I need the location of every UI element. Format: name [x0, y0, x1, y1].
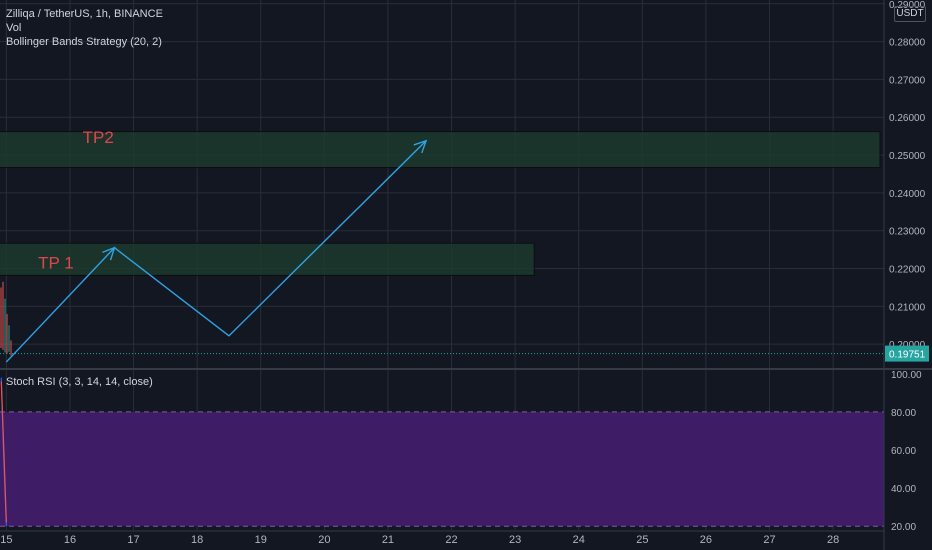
x-tick-label: 16 [64, 534, 76, 546]
x-tick-label: 26 [700, 534, 712, 546]
bollinger-indicator-label: Bollinger Bands Strategy (20, 2) [6, 36, 162, 48]
tp1-zone[interactable] [0, 242, 535, 276]
x-tick-label: 15 [0, 534, 12, 546]
y-tick-label: 0.26000 [889, 113, 926, 124]
projection-line[interactable] [5, 140, 427, 363]
x-tick-label: 20 [318, 534, 330, 546]
x-tick-label: 27 [763, 534, 775, 546]
rsi-y-tick-label: 40.00 [891, 484, 916, 495]
y-tick-label: 0.23000 [889, 227, 926, 238]
tp2-label: TP2 [83, 128, 114, 147]
tp1-label: TP 1 [38, 254, 74, 273]
x-tick-label: 17 [127, 534, 139, 546]
price-candles [0, 281, 884, 356]
x-tick-label: 28 [827, 534, 839, 546]
x-tick-label: 25 [636, 534, 648, 546]
projection-arrowhead [102, 246, 116, 261]
projection-path [5, 139, 428, 363]
rsi-y-tick-label: 100.00 [891, 370, 922, 381]
last-price-marker [885, 345, 929, 362]
y-tick-label: 0.22000 [889, 265, 926, 276]
stoch-rsi-label: Stoch RSI (3, 3, 14, 14, close) [6, 376, 153, 388]
x-tick-label: 21 [382, 534, 394, 546]
x-tick-label: 24 [573, 534, 585, 546]
symbol-title: Zilliqa / TetherUS, 1h, BINANCE [6, 8, 163, 20]
x-tick-label: 18 [191, 534, 203, 546]
y-tick-label: 0.29000 [889, 0, 926, 11]
y-tick-label: 0.28000 [889, 38, 926, 49]
projection-arrowhead [413, 139, 428, 154]
rsi-y-tick-label: 20.00 [891, 522, 916, 533]
y-tick-label: 0.21000 [889, 302, 926, 313]
stoch-rsi-line [0, 381, 7, 523]
currency-badge[interactable]: USDT [894, 6, 926, 22]
last-price-label: 0.19751 [889, 350, 926, 361]
stoch-rsi-pane [0, 377, 884, 527]
y-tick-label: 0.27000 [889, 75, 926, 86]
rsi-band-fill [0, 411, 884, 527]
target-zones: TP2 TP 1 [0, 128, 881, 276]
tp2-zone[interactable] [0, 131, 881, 169]
x-tick-label: 23 [509, 534, 521, 546]
x-tick-label: 19 [255, 534, 267, 546]
rsi-y-tick-label: 80.00 [891, 408, 916, 419]
volume-label: Vol [6, 22, 22, 34]
y-tick-label: 0.25000 [889, 151, 926, 162]
y-tick-label: 0.24000 [889, 189, 926, 200]
x-tick-label: 22 [445, 534, 457, 546]
rsi-y-tick-label: 60.00 [891, 446, 916, 457]
